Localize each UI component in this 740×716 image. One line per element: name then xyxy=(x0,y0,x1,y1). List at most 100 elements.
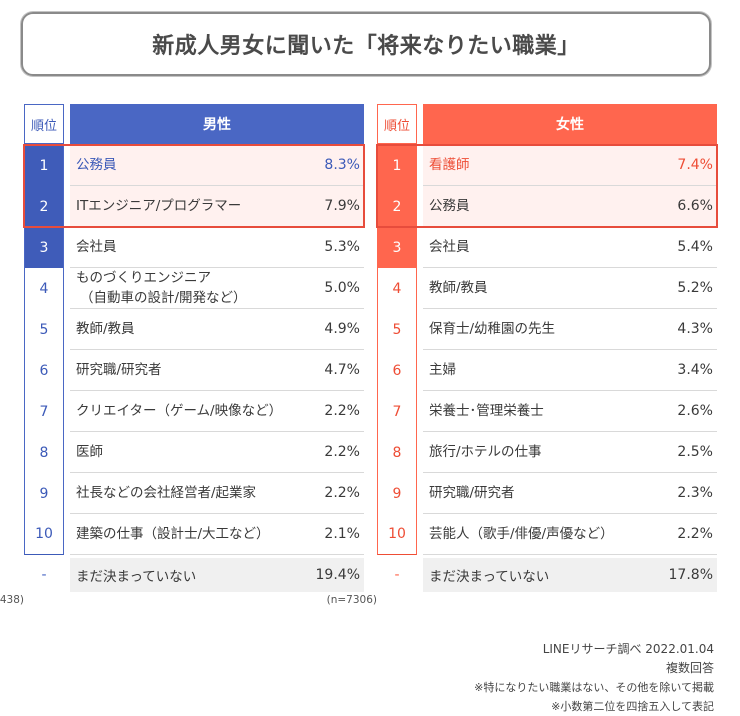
note-multiple-answers: 複数回答 xyxy=(665,661,714,675)
percent-value: 2.5% xyxy=(677,444,713,460)
undecided-cell: まだ決まっていない 19.4% xyxy=(70,558,364,592)
rank-cell: 1 xyxy=(24,145,64,186)
rank-cell: 3 xyxy=(24,227,64,268)
undecided-percent: 17.8% xyxy=(668,567,713,583)
undecided-rank: - xyxy=(394,567,400,583)
rank-cell: 5 xyxy=(24,309,64,350)
job-label: 公務員 xyxy=(429,198,470,214)
table-row: 8 医師 2.2% xyxy=(24,432,364,473)
job-cell: 研究職/研究者 4.7% xyxy=(70,350,364,391)
table-row: 3 会社員 5.4% xyxy=(377,227,717,268)
undecided-row: - まだ決まっていない 19.4% xyxy=(24,558,364,592)
male-rows: 1 公務員 8.3% 2 ITエンジニア/プログラマー 7.9% 3 会社員 5.3%… xyxy=(24,145,364,555)
table-row: 2 ITエンジニア/プログラマー 7.9% xyxy=(24,186,364,227)
job-cell: ITエンジニア/プログラマー 7.9% xyxy=(70,186,364,227)
job-cell: 公務員 8.3% xyxy=(70,145,364,186)
job-label: 公務員 xyxy=(76,157,117,173)
rank-cell: 6 xyxy=(24,350,64,391)
rank-cell: 1 xyxy=(377,145,417,186)
title-box: 新成人男女に聞いた「将来なりたい職業」 xyxy=(21,12,711,76)
job-cell: 会社員 5.4% xyxy=(423,227,717,268)
job-cell: 会社員 5.3% xyxy=(70,227,364,268)
job-label: 保育士/幼稚園の先生 xyxy=(429,321,556,337)
percent-value: 2.2% xyxy=(677,526,713,542)
table-row: 6 研究職/研究者 4.7% xyxy=(24,350,364,391)
job-cell: 医師 2.2% xyxy=(70,432,364,473)
percent-value: 6.6% xyxy=(677,198,713,214)
job-cell: ものづくりエンジニア （自動車の設計/開発など） 5.0% xyxy=(70,268,364,309)
table-row: 5 保育士/幼稚園の先生 4.3% xyxy=(377,309,717,350)
job-label: クリエイター（ゲーム/映像など） xyxy=(76,403,283,419)
table-row: 7 栄養士･管理栄養士 2.6% xyxy=(377,391,717,432)
job-label: 教師/教員 xyxy=(429,280,488,296)
percent-value: 4.3% xyxy=(677,321,713,337)
job-label-sub: （自動車の設計/開発など） xyxy=(80,290,247,306)
percent-value: 5.0% xyxy=(324,280,360,296)
sample-size: (n=3438) xyxy=(0,594,24,606)
job-cell: 社長などの会社経営者/起業家 2.2% xyxy=(70,473,364,514)
rank-cell: 3 xyxy=(377,227,417,268)
job-cell: クリエイター（ゲーム/映像など） 2.2% xyxy=(70,391,364,432)
table-row: 9 研究職/研究者 2.3% xyxy=(377,473,717,514)
job-cell: 主婦 3.4% xyxy=(423,350,717,391)
footer-notes: LINEリサーチ調べ 2022.01.04 複数回答 ※特になりたい職業はない、… xyxy=(474,640,714,716)
male-column-header: 男性 xyxy=(70,104,364,144)
female-rank-header: 順位 xyxy=(377,104,417,144)
job-label: 芸能人（歌手/俳優/声優など） xyxy=(429,526,614,542)
note-rounding: ※小数第二位を四捨五入して表記 xyxy=(551,700,714,713)
table-row: 4 教師/教員 5.2% xyxy=(377,268,717,309)
job-label: 主婦 xyxy=(429,362,456,378)
job-cell: 旅行/ホテルの仕事 2.5% xyxy=(423,432,717,473)
percent-value: 4.9% xyxy=(324,321,360,337)
job-label: 医師 xyxy=(76,444,103,460)
rank-cell: 4 xyxy=(24,268,64,309)
undecided-label: まだ決まっていない xyxy=(429,569,550,585)
rank-cell: 10 xyxy=(377,514,417,555)
job-label: 会社員 xyxy=(76,239,117,255)
percent-value: 2.2% xyxy=(324,485,360,501)
job-cell: 教師/教員 5.2% xyxy=(423,268,717,309)
job-label-main: ものづくりエンジニア xyxy=(76,270,211,286)
percent-value: 7.9% xyxy=(324,198,360,214)
page-title: 新成人男女に聞いた「将来なりたい職業」 xyxy=(152,34,580,59)
percent-value: 2.3% xyxy=(677,485,713,501)
table-row: 3 会社員 5.3% xyxy=(24,227,364,268)
female-column-header: 女性 xyxy=(423,104,717,144)
table-row: 7 クリエイター（ゲーム/映像など） 2.2% xyxy=(24,391,364,432)
job-cell: 公務員 6.6% xyxy=(423,186,717,227)
table-row: 8 旅行/ホテルの仕事 2.5% xyxy=(377,432,717,473)
job-cell: 建築の仕事（設計士/大工など） 2.1% xyxy=(70,514,364,555)
rank-cell: 9 xyxy=(377,473,417,514)
rank-cell: 5 xyxy=(377,309,417,350)
job-label: 栄養士･管理栄養士 xyxy=(429,403,544,419)
percent-value: 5.4% xyxy=(677,239,713,255)
rank-cell: 8 xyxy=(377,432,417,473)
job-label: 研究職/研究者 xyxy=(76,362,162,378)
male-rank-header: 順位 xyxy=(24,104,64,144)
undecided-rank: - xyxy=(41,567,47,583)
table-row: 4 ものづくりエンジニア （自動車の設計/開発など） 5.0% xyxy=(24,268,364,309)
note-exclusion: ※特になりたい職業はない、その他を除いて掲載 xyxy=(474,681,714,694)
rank-cell: 6 xyxy=(377,350,417,391)
undecided-row: - まだ決まっていない 17.8% xyxy=(377,558,717,592)
job-label: 建築の仕事（設計士/大工など） xyxy=(76,526,270,542)
job-cell: 研究職/研究者 2.3% xyxy=(423,473,717,514)
percent-value: 2.2% xyxy=(324,403,360,419)
rank-cell: 8 xyxy=(24,432,64,473)
percent-value: 4.7% xyxy=(324,362,360,378)
percent-value: 2.6% xyxy=(677,403,713,419)
undecided-percent: 19.4% xyxy=(315,567,360,583)
undecided-cell: まだ決まっていない 17.8% xyxy=(423,558,717,592)
job-cell: 芸能人（歌手/俳優/声優など） 2.2% xyxy=(423,514,717,555)
job-cell: 栄養士･管理栄養士 2.6% xyxy=(423,391,717,432)
job-label: ITエンジニア/プログラマー xyxy=(76,198,242,214)
rank-cell: 9 xyxy=(24,473,64,514)
table-row: 1 看護師 7.4% xyxy=(377,145,717,186)
percent-value: 5.3% xyxy=(324,239,360,255)
rank-cell: 7 xyxy=(24,391,64,432)
job-label: ものづくりエンジニア （自動車の設計/開発など） xyxy=(76,268,247,308)
percent-value: 2.2% xyxy=(324,444,360,460)
sample-size: (n=7306) xyxy=(326,594,377,606)
table-row: 10 建築の仕事（設計士/大工など） 2.1% xyxy=(24,514,364,555)
job-cell: 保育士/幼稚園の先生 4.3% xyxy=(423,309,717,350)
